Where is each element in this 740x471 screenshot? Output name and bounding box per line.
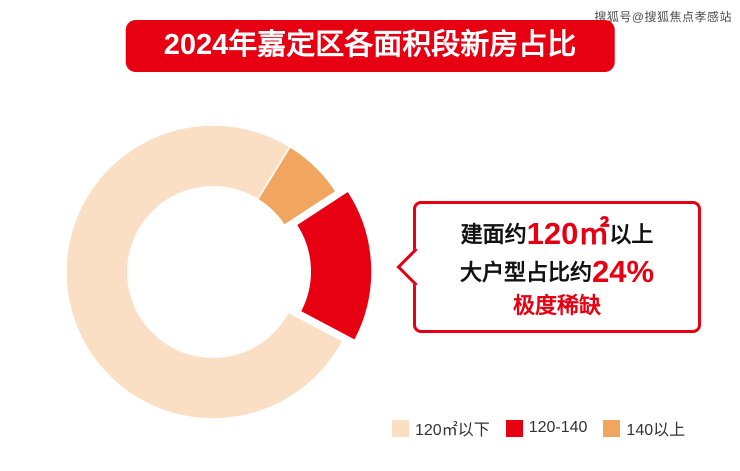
donut-slice-2	[256, 145, 338, 227]
callout-line2-prefix: 大户型占比约	[459, 260, 592, 286]
legend-item-over-140: 140以上	[603, 416, 685, 440]
title-banner: 2024年嘉定区各面积段新房占比	[125, 20, 615, 72]
legend-item-under-120: 120㎡以下	[392, 416, 490, 440]
callout-line-2: 大户型占比约24%	[460, 253, 654, 292]
donut-slice-1	[295, 189, 373, 342]
legend-item-120-140: 120-140	[505, 419, 588, 437]
callout-box: 建面约120㎡以上 大户型占比约24% 极度稀缺	[396, 201, 701, 333]
legend: 120㎡以下 120-140 140以上	[392, 416, 685, 440]
callout-line-3: 极度稀缺	[512, 293, 601, 318]
legend-label-under-120: 120㎡以下	[415, 422, 490, 439]
legend-label-120-140: 120-140	[528, 419, 588, 436]
callout-line-1: 建面约120㎡以上	[461, 215, 654, 254]
callout-line2-highlight: 24%	[591, 254, 655, 290]
page-title: 2024年嘉定区各面积段新房占比	[163, 29, 577, 61]
legend-swatch-120-140	[505, 419, 523, 437]
donut-chart	[65, 124, 373, 420]
callout-line1-suffix: 以上	[609, 221, 654, 247]
legend-swatch-under-120	[392, 419, 409, 437]
callout-line1-highlight: 120㎡	[526, 215, 610, 251]
watermark: 搜狐号@搜狐焦点孝感站	[594, 10, 732, 24]
legend-label-over-140: 140以上	[626, 422, 686, 439]
donut-slice-0	[65, 124, 344, 420]
legend-swatch-over-140	[603, 419, 621, 437]
callout-arrow-left	[396, 247, 435, 287]
callout-line1-prefix: 建面约	[460, 221, 527, 247]
